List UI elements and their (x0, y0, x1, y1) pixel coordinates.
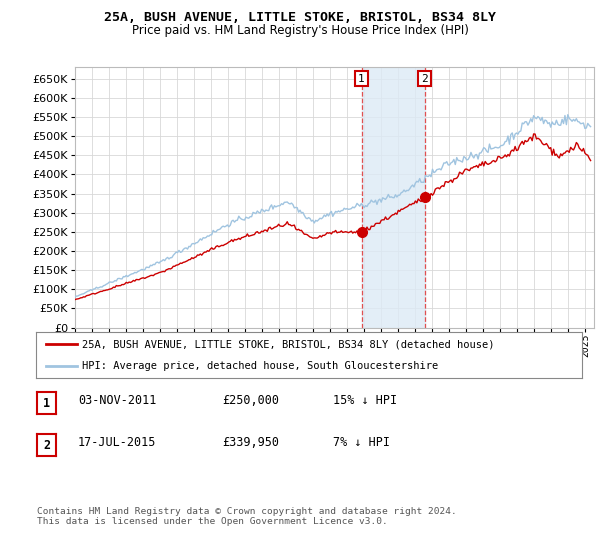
Text: 15% ↓ HPI: 15% ↓ HPI (333, 394, 397, 407)
Text: 2: 2 (421, 74, 428, 83)
Text: 7% ↓ HPI: 7% ↓ HPI (333, 436, 390, 449)
Text: 1: 1 (43, 396, 50, 410)
Text: 2: 2 (43, 438, 50, 452)
Text: Price paid vs. HM Land Registry's House Price Index (HPI): Price paid vs. HM Land Registry's House … (131, 24, 469, 36)
Text: £250,000: £250,000 (222, 394, 279, 407)
Text: 03-NOV-2011: 03-NOV-2011 (78, 394, 157, 407)
Text: 17-JUL-2015: 17-JUL-2015 (78, 436, 157, 449)
Bar (362, 67, 425, 328)
Text: 25A, BUSH AVENUE, LITTLE STOKE, BRISTOL, BS34 8LY (detached house): 25A, BUSH AVENUE, LITTLE STOKE, BRISTOL,… (82, 339, 495, 349)
Text: 25A, BUSH AVENUE, LITTLE STOKE, BRISTOL, BS34 8LY: 25A, BUSH AVENUE, LITTLE STOKE, BRISTOL,… (104, 11, 496, 24)
Text: 1: 1 (358, 74, 365, 83)
Text: £339,950: £339,950 (222, 436, 279, 449)
Text: HPI: Average price, detached house, South Gloucestershire: HPI: Average price, detached house, Sout… (82, 361, 439, 371)
Text: Contains HM Land Registry data © Crown copyright and database right 2024.
This d: Contains HM Land Registry data © Crown c… (37, 507, 457, 526)
